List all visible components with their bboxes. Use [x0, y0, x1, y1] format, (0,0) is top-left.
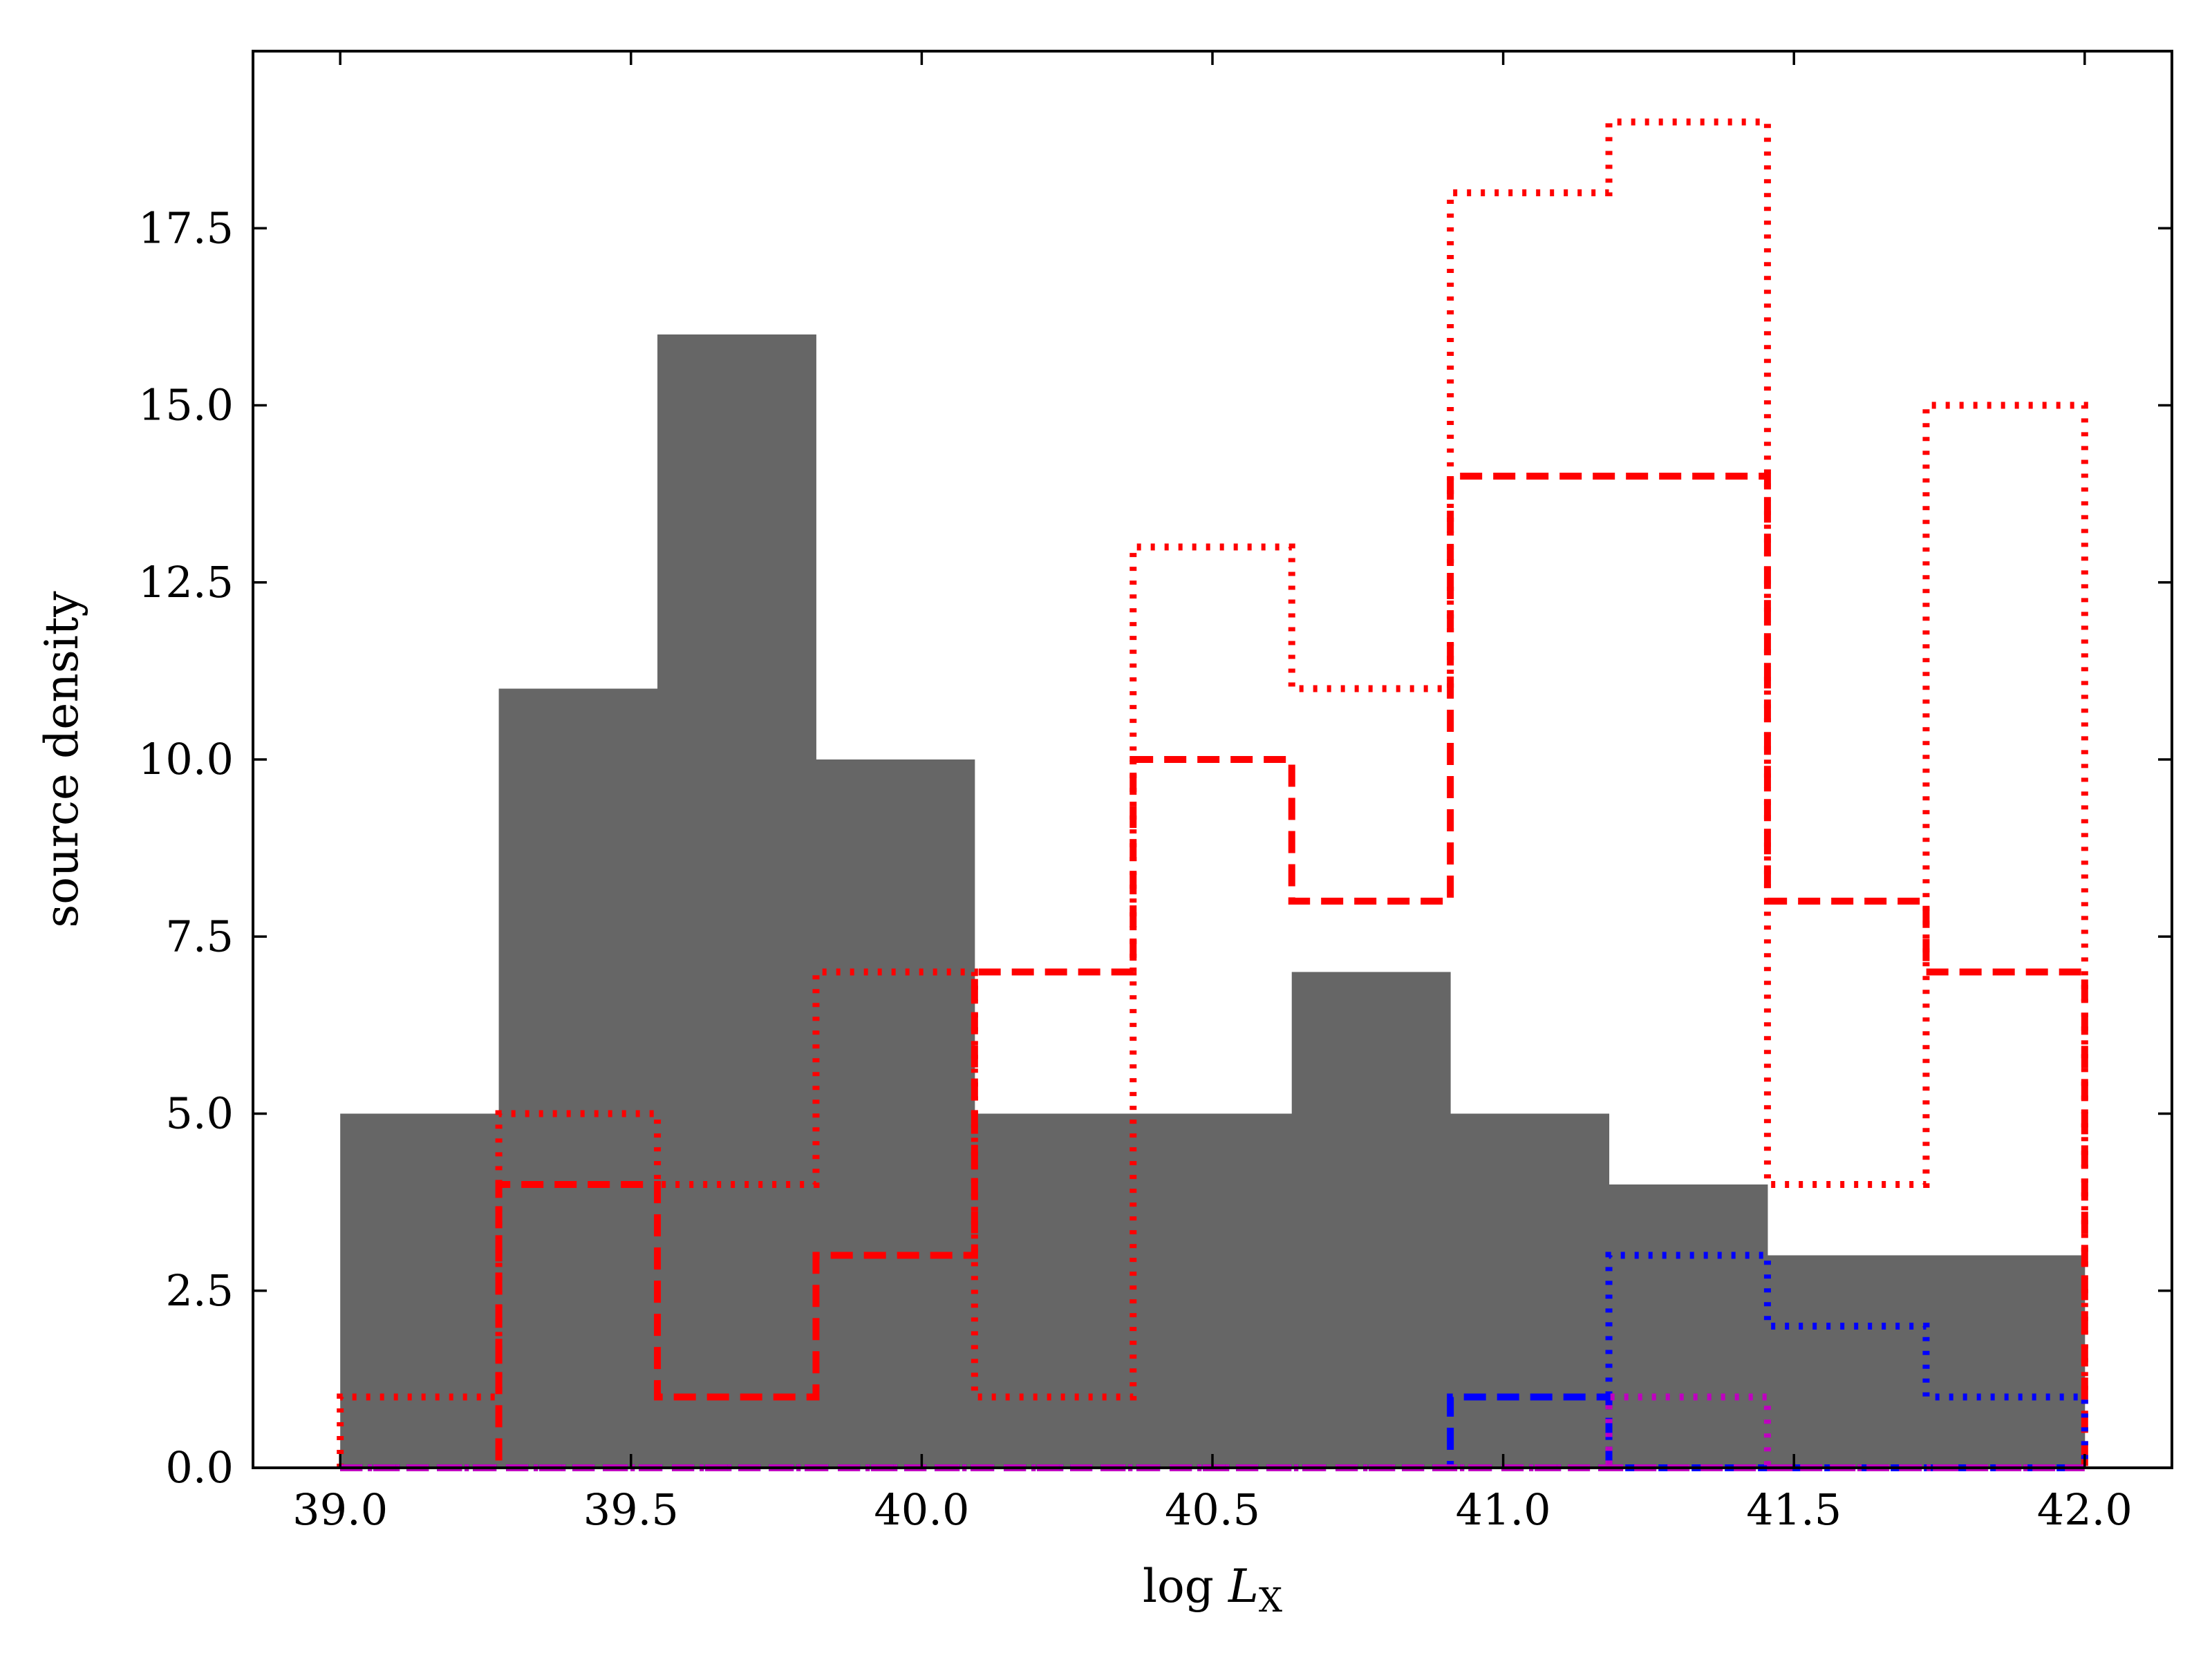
y-tick-label: 12.5 — [138, 557, 234, 607]
y-tick-label: 5.0 — [165, 1088, 234, 1139]
y-tick-labels: 0.0 2.5 5.0 7.5 10.0 12.5 15.0 17.5 — [138, 202, 234, 1493]
histogram-bar — [816, 759, 975, 1468]
y-axis-label: source density — [35, 591, 88, 928]
y-tick-label: 2.5 — [165, 1265, 234, 1316]
x-axis-label-text: log — [1143, 1560, 1228, 1613]
histogram-bar — [1926, 1255, 2086, 1468]
histogram-bar — [1291, 972, 1451, 1468]
x-axis-label-variable: L — [1228, 1560, 1259, 1613]
histogram-bar — [498, 688, 658, 1468]
axis-ticks — [253, 51, 2172, 1469]
x-tick-label: 42.0 — [2037, 1484, 2133, 1535]
x-tick-label: 41.0 — [1456, 1484, 1551, 1535]
histogram-bar — [657, 334, 816, 1468]
histogram-bar — [340, 1113, 500, 1468]
histogram-bar — [1450, 1113, 1610, 1468]
x-tick-label: 41.5 — [1746, 1484, 1841, 1535]
y-tick-label: 7.5 — [165, 911, 234, 961]
x-tick-label: 40.0 — [874, 1484, 969, 1535]
x-axis-label: log LX — [1143, 1560, 1282, 1620]
x-tick-label: 39.5 — [583, 1484, 679, 1535]
x-axis-label-subscript: X — [1259, 1581, 1282, 1620]
y-tick-label: 17.5 — [138, 202, 234, 253]
histogram-bar — [1133, 1113, 1293, 1468]
filled-histogram — [340, 334, 2086, 1468]
step-series-2 — [340, 473, 2088, 1471]
histogram-bar — [1767, 1255, 1927, 1468]
histogram-bar — [974, 1113, 1134, 1468]
x-tick-label: 40.5 — [1165, 1484, 1260, 1535]
y-tick-label: 10.0 — [138, 734, 234, 784]
histogram-bar — [1609, 1184, 1768, 1468]
y-tick-label: 15.0 — [138, 380, 234, 431]
x-tick-labels: 39.0 39.5 40.0 40.5 41.0 41.5 42.0 — [292, 1484, 2133, 1535]
y-tick-label: 0.0 — [165, 1442, 234, 1493]
x-tick-label: 39.0 — [292, 1484, 388, 1535]
